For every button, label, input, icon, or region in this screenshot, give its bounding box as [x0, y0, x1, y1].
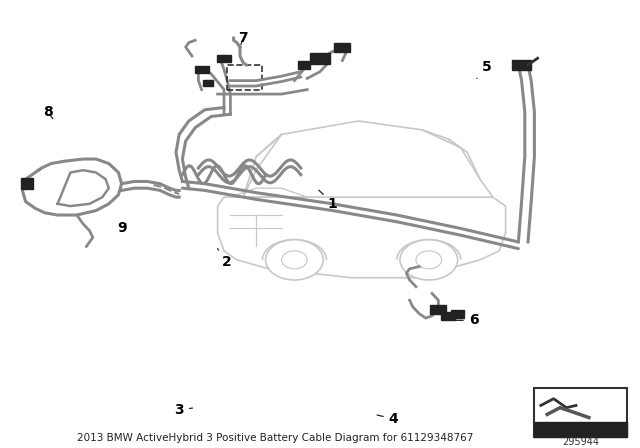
Polygon shape — [534, 422, 627, 437]
Text: 6: 6 — [451, 313, 479, 327]
Text: 5: 5 — [477, 60, 492, 78]
Circle shape — [282, 251, 307, 269]
Bar — [204, 80, 212, 86]
Bar — [227, 65, 262, 90]
Text: 7: 7 — [238, 31, 248, 45]
Bar — [195, 66, 209, 73]
Circle shape — [266, 240, 323, 280]
Text: 1: 1 — [319, 190, 338, 211]
Bar — [451, 310, 464, 318]
Bar — [21, 178, 33, 189]
Circle shape — [400, 240, 458, 280]
Circle shape — [416, 251, 442, 269]
Text: 3: 3 — [174, 403, 193, 417]
Text: 2: 2 — [218, 249, 232, 269]
Bar — [512, 60, 531, 70]
Text: 4: 4 — [377, 412, 399, 426]
Bar — [534, 388, 627, 437]
Bar — [441, 312, 455, 320]
Polygon shape — [218, 197, 506, 278]
Bar — [298, 61, 310, 69]
Bar — [217, 55, 231, 62]
Text: 2013 BMW ActiveHybrid 3 Positive Battery Cable Diagram for 61129348767: 2013 BMW ActiveHybrid 3 Positive Battery… — [77, 433, 474, 443]
Bar — [431, 305, 447, 314]
Text: 8: 8 — [43, 105, 53, 119]
Polygon shape — [243, 121, 493, 197]
Bar — [310, 52, 330, 64]
Text: 9: 9 — [116, 221, 127, 236]
Text: 295944: 295944 — [562, 437, 599, 447]
Bar — [335, 43, 351, 52]
